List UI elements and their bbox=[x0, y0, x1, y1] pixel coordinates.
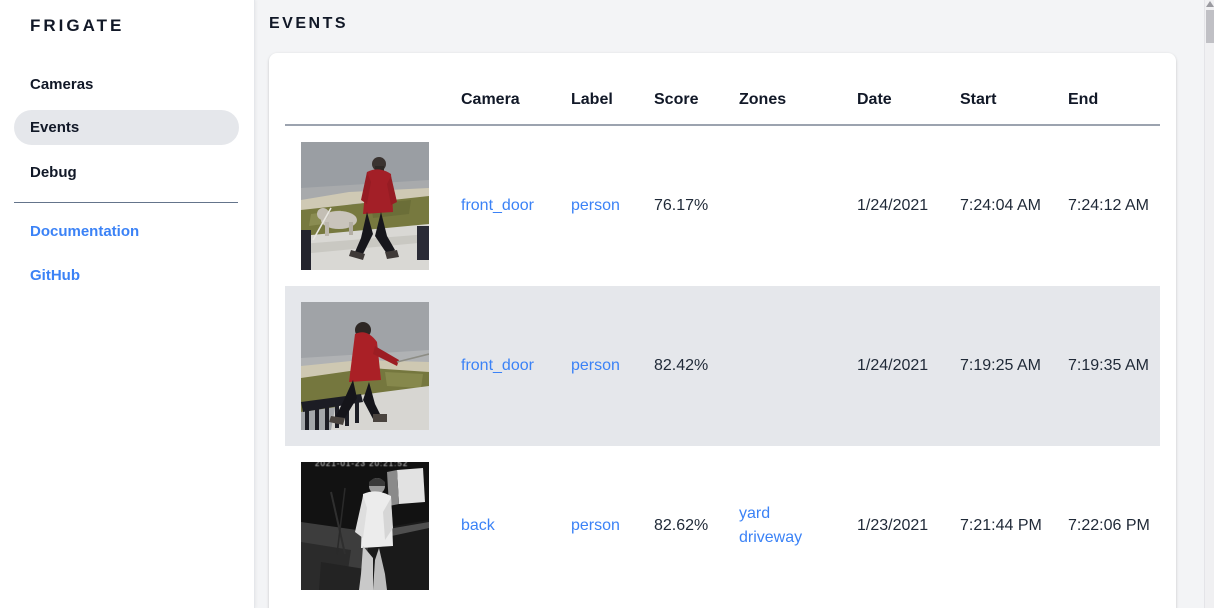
header-start: Start bbox=[960, 91, 997, 108]
sidebar-item-cameras[interactable]: Cameras bbox=[14, 62, 239, 106]
sidebar-link-github[interactable]: GitHub bbox=[0, 253, 254, 297]
thumbnail-cell bbox=[285, 302, 461, 430]
zone-link[interactable]: driveway bbox=[739, 529, 803, 546]
sidebar-item-label: Cameras bbox=[30, 75, 94, 93]
page-title: EVENTS bbox=[269, 15, 349, 32]
thumbnail-cell: 2021-01-23 20:21:52 bbox=[285, 459, 461, 590]
camera-link[interactable]: front_door bbox=[461, 197, 534, 214]
main-content: EVENTS Camera Label Score Zones Date Sta… bbox=[255, 0, 1214, 608]
scrollbar-thumb[interactable] bbox=[1206, 10, 1214, 43]
event-thumbnail[interactable] bbox=[301, 302, 429, 430]
zone-link[interactable]: yard bbox=[739, 505, 771, 522]
zones-cell: yard driveway bbox=[739, 502, 857, 550]
header-label: Label bbox=[571, 91, 613, 108]
date-value: 1/24/2021 bbox=[857, 197, 929, 214]
thumbnail-woman-dog-2 bbox=[301, 302, 429, 430]
header-end: End bbox=[1068, 91, 1099, 108]
start-value: 7:21:44 PM bbox=[960, 517, 1042, 534]
header-score: Score bbox=[654, 91, 699, 108]
end-value: 7:19:35 AM bbox=[1068, 357, 1149, 374]
sidebar-link-documentation[interactable]: Documentation bbox=[0, 209, 254, 253]
sidebar-item-events[interactable]: Events bbox=[14, 110, 239, 145]
thumbnail-woman-dog-1 bbox=[301, 142, 429, 270]
sidebar-item-label: Events bbox=[30, 119, 80, 136]
camera-link[interactable]: front_door bbox=[461, 357, 534, 374]
thumbnail-cell bbox=[285, 142, 461, 270]
events-table-card: Camera Label Score Zones Date Start End bbox=[269, 53, 1176, 608]
label-link[interactable]: person bbox=[571, 357, 620, 374]
app-logo: FRIGATE bbox=[30, 16, 125, 35]
start-value: 7:24:04 AM bbox=[960, 197, 1041, 214]
camera-link[interactable]: back bbox=[461, 517, 495, 534]
sidebar: FRIGATE Cameras Events Debug Documentati… bbox=[0, 0, 255, 608]
header-zones: Zones bbox=[739, 91, 787, 108]
label-link[interactable]: person bbox=[571, 517, 620, 534]
date-value: 1/24/2021 bbox=[857, 357, 929, 374]
link-label: Documentation bbox=[30, 222, 140, 240]
score-value: 82.62% bbox=[654, 517, 709, 534]
thumbnail-timestamp-overlay: 2021-01-23 20:21:52 bbox=[315, 459, 409, 468]
table-row[interactable]: 2021-01-23 20:21:52 back person 82.62% y… bbox=[285, 446, 1160, 606]
date-value: 1/23/2021 bbox=[857, 517, 929, 534]
end-value: 7:24:12 AM bbox=[1068, 197, 1149, 214]
link-label: GitHub bbox=[30, 266, 80, 284]
score-value: 82.42% bbox=[654, 357, 709, 374]
sidebar-nav: Cameras Events Debug bbox=[0, 62, 254, 194]
scrollbar-up-arrow-icon[interactable] bbox=[1206, 1, 1214, 7]
event-thumbnail[interactable]: 2021-01-23 20:21:52 bbox=[301, 459, 429, 590]
event-thumbnail[interactable] bbox=[301, 142, 429, 270]
header-date: Date bbox=[857, 91, 892, 108]
table-row[interactable]: front_door person 82.42% 1/24/2021 7:19:… bbox=[285, 286, 1160, 446]
page-scrollbar[interactable] bbox=[1204, 0, 1214, 608]
start-value: 7:19:25 AM bbox=[960, 357, 1041, 374]
table-row[interactable]: front_door person 76.17% 1/24/2021 7:24:… bbox=[285, 126, 1160, 286]
thumbnail-night-person bbox=[301, 462, 429, 590]
sidebar-item-label: Debug bbox=[30, 163, 77, 181]
end-value: 7:22:06 PM bbox=[1068, 517, 1150, 534]
header-camera: Camera bbox=[461, 91, 520, 108]
sidebar-item-debug[interactable]: Debug bbox=[14, 150, 239, 194]
sidebar-divider bbox=[14, 202, 238, 203]
score-value: 76.17% bbox=[654, 197, 709, 214]
table-header-row: Camera Label Score Zones Date Start End bbox=[285, 53, 1160, 126]
label-link[interactable]: person bbox=[571, 197, 620, 214]
